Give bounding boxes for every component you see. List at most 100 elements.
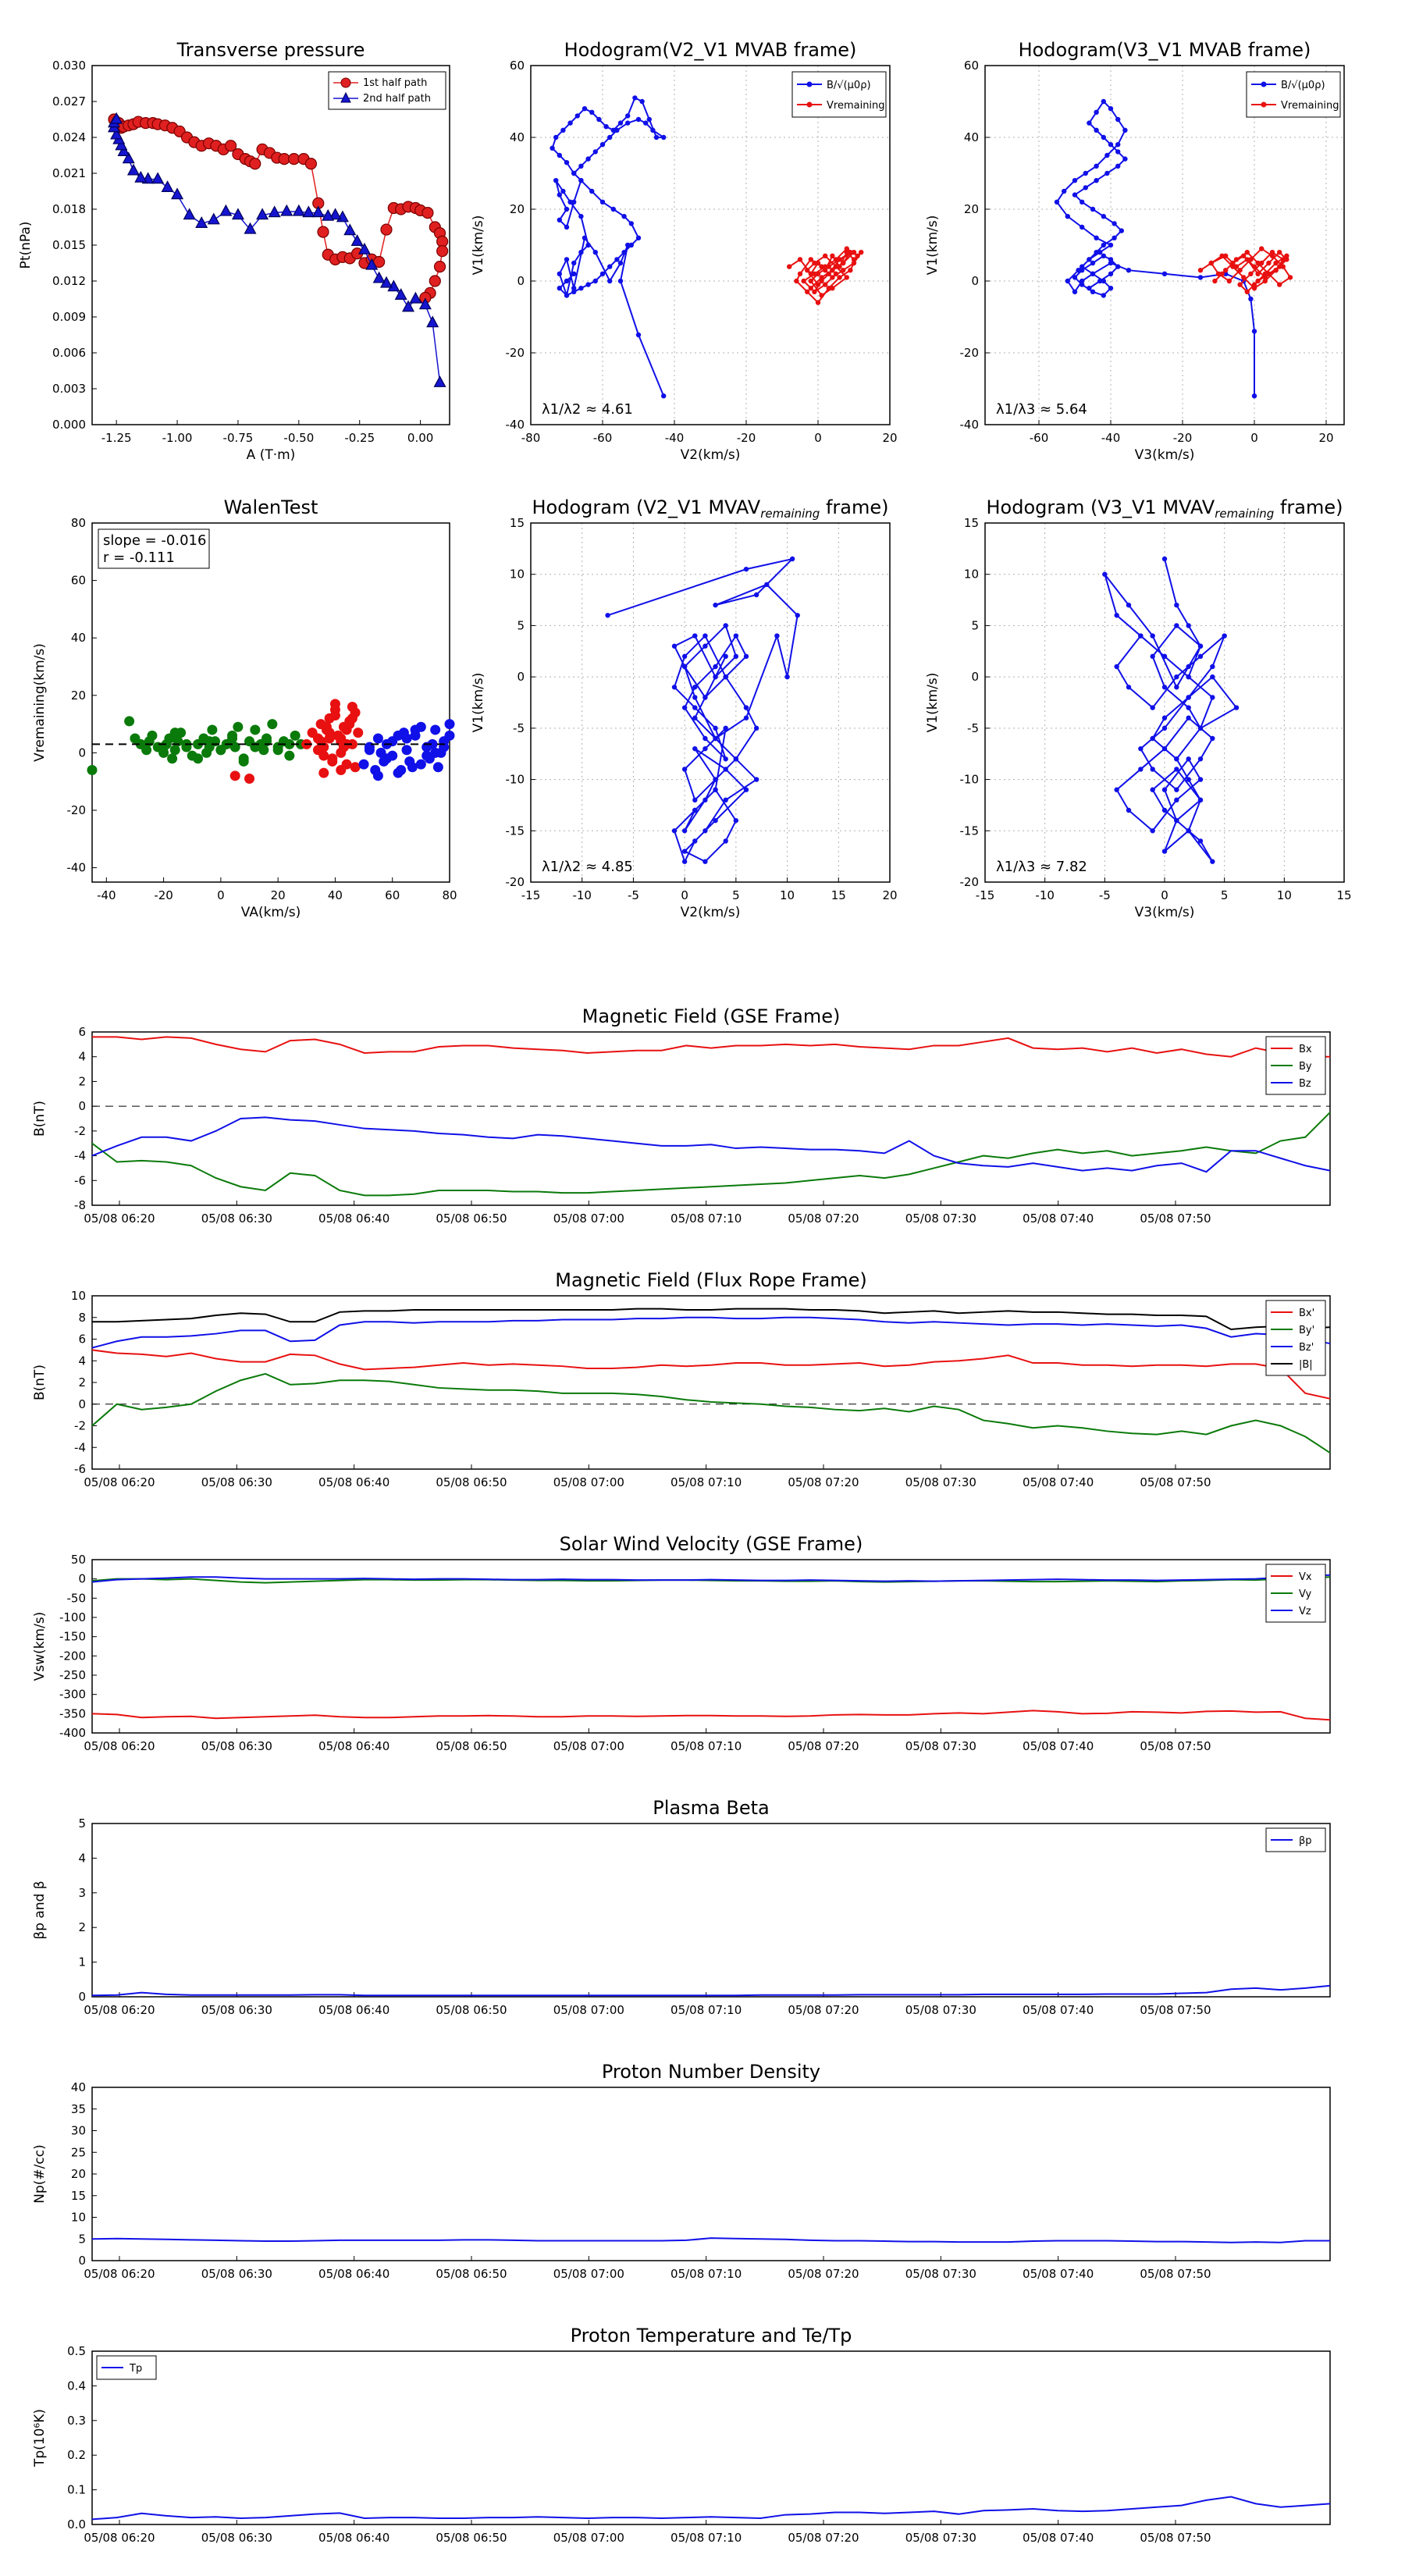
legend-label: |B| bbox=[1299, 1359, 1313, 1371]
data-point bbox=[1223, 268, 1229, 273]
data-point bbox=[1186, 695, 1191, 700]
data-point bbox=[215, 745, 226, 756]
series-line bbox=[91, 1112, 1331, 1197]
data-point bbox=[753, 777, 759, 782]
data-point bbox=[571, 199, 577, 205]
data-point bbox=[1108, 271, 1114, 276]
x-tick-label: 05/08 07:20 bbox=[788, 1475, 859, 1489]
plot-frame bbox=[530, 522, 891, 883]
data-point bbox=[564, 224, 570, 230]
chart-h2: -60 -40 -20 0 20 -40 -20 0 20 40 60 Hodogram(V3_V1 … bbox=[925, 39, 1345, 463]
data-point bbox=[141, 745, 152, 756]
chart-h1: -80 -60 -40 -20 0 20 -40 -20 0 20 40 60 Hodogram(V2_… bbox=[471, 39, 898, 463]
data-point bbox=[560, 127, 566, 133]
x-tick-label: 05/08 06:20 bbox=[84, 2267, 155, 2281]
data-point bbox=[396, 764, 407, 775]
y-tick-label: 15 bbox=[510, 516, 525, 530]
data-point bbox=[1174, 817, 1179, 824]
data-point bbox=[823, 253, 828, 258]
y-tick-label: 4 bbox=[78, 1851, 86, 1865]
data-point bbox=[1219, 271, 1225, 276]
data-point bbox=[1277, 264, 1282, 269]
data-point bbox=[1097, 250, 1103, 255]
x-tick-label: 05/08 07:30 bbox=[905, 1739, 976, 1753]
data-point bbox=[844, 246, 850, 251]
x-tick-label: -10 bbox=[1035, 888, 1055, 902]
chart-title: Hodogram (V3_V1 MVAVremaining frame) bbox=[987, 496, 1343, 521]
x-tick-label: 05/08 07:10 bbox=[670, 2267, 742, 2281]
data-point bbox=[823, 268, 828, 273]
data-point bbox=[1262, 275, 1268, 280]
data-point bbox=[733, 653, 739, 660]
data-point bbox=[625, 242, 631, 248]
x-tick-label: 05/08 07:50 bbox=[1140, 1212, 1211, 1226]
x-tick-label: 05/08 07:00 bbox=[553, 1475, 624, 1489]
data-point bbox=[268, 205, 281, 218]
data-point bbox=[702, 797, 708, 803]
series-line bbox=[91, 1316, 1331, 1349]
data-point bbox=[607, 134, 613, 141]
data-point bbox=[692, 705, 698, 710]
data-point bbox=[322, 208, 335, 221]
data-point bbox=[169, 728, 180, 738]
y-tick-label: 0.024 bbox=[52, 130, 86, 144]
data-point bbox=[1090, 206, 1096, 212]
y-tick-label: 0.0 bbox=[67, 2517, 86, 2532]
data-point bbox=[692, 745, 698, 752]
chart-vsw: 05/08 06:20 05/08 06:30 05/08 06:40 05/08 0… bbox=[32, 1533, 1331, 1753]
data-point bbox=[1150, 828, 1155, 834]
data-point bbox=[855, 253, 860, 258]
x-tick-label: 05/08 06:30 bbox=[201, 2267, 272, 2281]
data-point bbox=[1161, 715, 1168, 720]
x-tick-label: 05/08 06:40 bbox=[318, 1739, 389, 1753]
data-point bbox=[1210, 664, 1215, 670]
data-point bbox=[805, 268, 810, 273]
data-point bbox=[681, 849, 688, 854]
data-point bbox=[1072, 275, 1078, 280]
data-point bbox=[787, 264, 792, 269]
y-tick-label: 40 bbox=[510, 130, 525, 144]
data-point bbox=[692, 633, 698, 639]
y-tick-label: -40 bbox=[506, 418, 525, 432]
y-tick-label: 0.1 bbox=[67, 2483, 86, 2497]
data-point bbox=[1083, 185, 1089, 190]
legend-marker bbox=[1261, 81, 1267, 87]
data-point bbox=[1251, 264, 1257, 269]
data-point bbox=[1080, 264, 1085, 269]
data-point bbox=[312, 745, 323, 756]
data-point bbox=[1072, 289, 1078, 294]
data-point bbox=[585, 242, 591, 248]
x-tick-label: 05/08 06:40 bbox=[318, 2267, 389, 2281]
data-point bbox=[592, 149, 598, 155]
legend-label: By' bbox=[1299, 1325, 1314, 1336]
data-point bbox=[1101, 98, 1107, 105]
data-point bbox=[1174, 797, 1179, 803]
x-tick-label: 05/08 07:30 bbox=[905, 1475, 976, 1489]
data-point bbox=[784, 674, 790, 680]
data-point bbox=[429, 275, 441, 287]
data-point bbox=[812, 271, 817, 276]
data-point bbox=[848, 250, 853, 255]
data-point bbox=[1222, 633, 1227, 639]
plot-frame bbox=[91, 1559, 1331, 1734]
y-tick-label: -200 bbox=[59, 1649, 86, 1663]
plot-frame bbox=[530, 65, 891, 425]
x-tick-label: -40 bbox=[1101, 431, 1121, 445]
data-point bbox=[815, 271, 821, 276]
data-point bbox=[713, 725, 718, 731]
data-point bbox=[401, 733, 412, 744]
data-point bbox=[808, 278, 814, 284]
data-point bbox=[635, 235, 642, 240]
data-point bbox=[1219, 253, 1225, 258]
x-tick-label: 05/08 06:30 bbox=[201, 2003, 272, 2017]
data-point bbox=[692, 807, 698, 813]
data-point bbox=[1115, 142, 1121, 148]
x-tick-label: 05/08 06:40 bbox=[318, 1212, 389, 1226]
x-axis-label: A (T·m) bbox=[247, 447, 296, 463]
data-point bbox=[1112, 235, 1117, 240]
data-point bbox=[621, 250, 627, 255]
data-point bbox=[1161, 685, 1168, 690]
data-point bbox=[1090, 271, 1096, 276]
y-tick-label: -4 bbox=[74, 1440, 86, 1454]
y-tick-label: -5 bbox=[513, 721, 525, 735]
